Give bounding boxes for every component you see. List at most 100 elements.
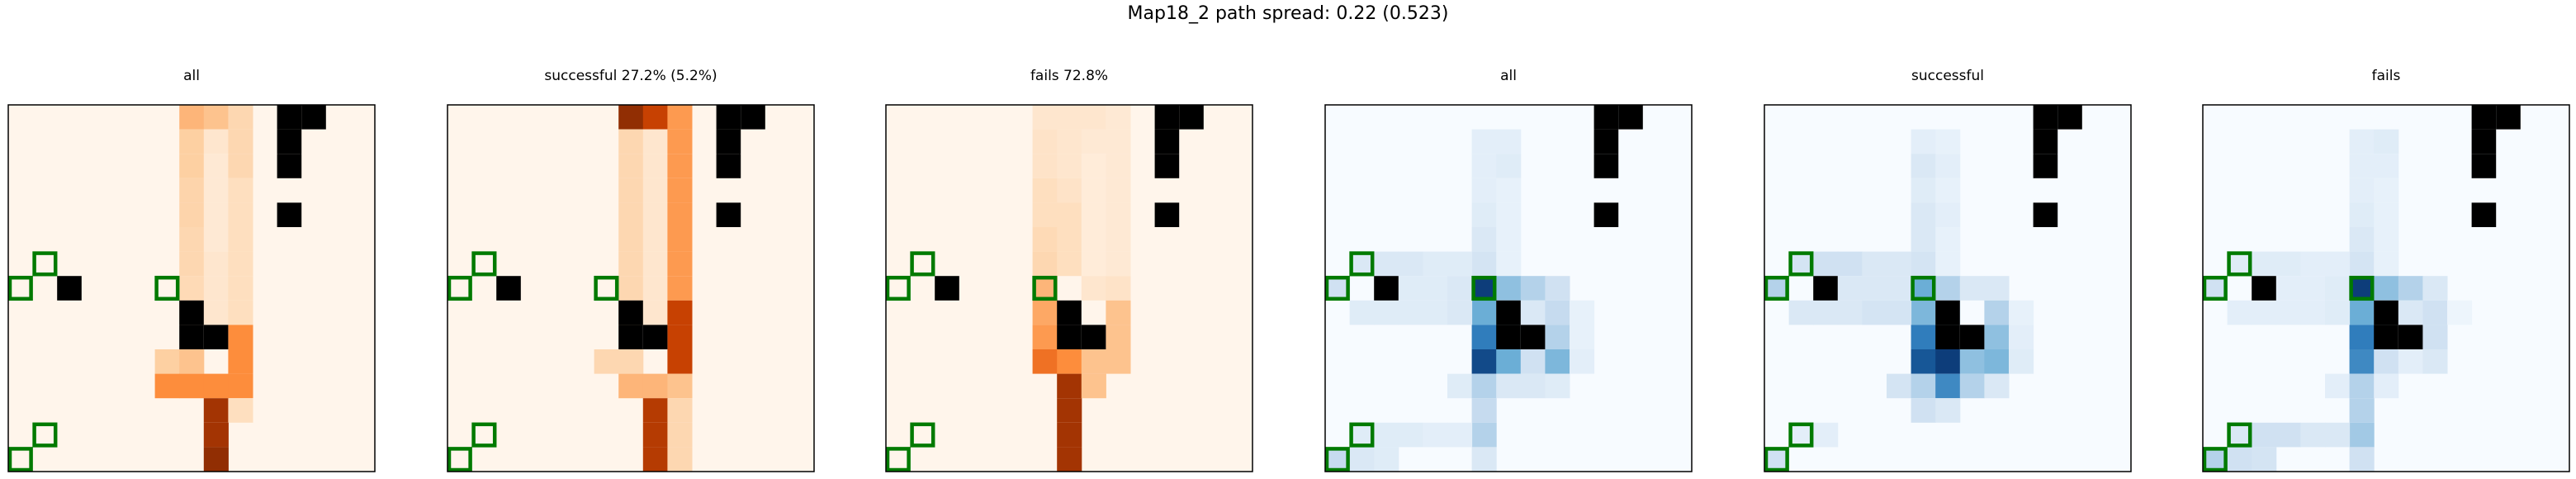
heatmap-cell bbox=[1032, 129, 1058, 154]
heatmap-cell bbox=[1471, 276, 1497, 301]
heatmap-cell bbox=[1032, 325, 1058, 349]
wall-cell bbox=[57, 276, 82, 301]
heatmap-cell bbox=[1496, 202, 1522, 227]
heatmap-cell bbox=[154, 349, 180, 374]
heatmap-cell bbox=[1423, 251, 1448, 277]
heatmap-cell bbox=[1862, 300, 1887, 325]
panel-frame bbox=[1324, 104, 1693, 472]
heatmap-cell bbox=[1935, 178, 1961, 203]
heatmap-cell bbox=[1887, 276, 1912, 301]
heatmap-cell bbox=[1911, 349, 1936, 374]
heatmap-cell bbox=[1764, 276, 1790, 301]
heatmap-cell bbox=[1520, 300, 1546, 325]
figure-title: Map18_2 path spread: 0.22 (0.523) bbox=[1127, 3, 1449, 24]
wall-cell bbox=[1618, 105, 1643, 130]
heatmap-cell bbox=[179, 251, 205, 277]
heatmap-cell bbox=[1935, 373, 1961, 399]
heatmap-cell bbox=[2349, 349, 2375, 374]
panel-title: all bbox=[183, 68, 200, 84]
heatmap-cell bbox=[2349, 447, 2375, 472]
target-marker bbox=[1032, 275, 1058, 301]
heatmap-cell bbox=[1471, 154, 1497, 178]
heatmap-cell bbox=[1423, 422, 1448, 448]
heatmap-cell bbox=[1570, 325, 1595, 349]
wall-cell bbox=[2471, 154, 2497, 178]
wall-cell bbox=[1154, 202, 1180, 227]
heatmap-cell bbox=[203, 251, 229, 277]
wall-cell bbox=[2471, 129, 2497, 154]
wall-cell bbox=[277, 154, 302, 178]
heatmap-cell bbox=[228, 300, 253, 325]
heatmap-cell bbox=[1349, 422, 1375, 448]
heatmap-cell bbox=[1911, 276, 1936, 301]
wall-cell bbox=[2057, 105, 2082, 130]
wall-cell bbox=[642, 325, 668, 349]
heatmap-cell bbox=[1447, 373, 1473, 399]
wall-cell bbox=[1374, 276, 1399, 301]
panel-frame bbox=[1764, 104, 2132, 472]
heatmap-panel-4 bbox=[1324, 104, 1693, 472]
heatmap-cell bbox=[203, 300, 229, 325]
heatmap-cell bbox=[1471, 300, 1497, 325]
heatmap-cell bbox=[642, 227, 668, 252]
wall-cell bbox=[2033, 154, 2058, 178]
heatmap-cell bbox=[2374, 349, 2399, 374]
heatmap-cell bbox=[1471, 422, 1497, 448]
target-marker bbox=[885, 447, 911, 472]
heatmap-cell bbox=[2349, 227, 2375, 252]
heatmap-cell bbox=[1081, 178, 1106, 203]
heatmap-cell bbox=[1057, 447, 1082, 472]
heatmap-cell bbox=[2325, 251, 2351, 277]
heatmap-cell bbox=[2252, 251, 2277, 277]
heatmap-cell bbox=[1545, 325, 1570, 349]
wall-cell bbox=[1935, 300, 1960, 325]
heatmap-cell bbox=[2227, 447, 2252, 472]
heatmap-cell bbox=[667, 251, 693, 277]
heatmap-cell bbox=[1471, 251, 1497, 277]
heatmap-cell bbox=[1935, 251, 1961, 277]
heatmap-cell bbox=[1081, 251, 1106, 277]
heatmap-cell bbox=[1081, 276, 1106, 301]
heatmap-cell bbox=[179, 227, 205, 252]
heatmap-cell bbox=[1057, 154, 1082, 178]
heatmap-cell bbox=[1837, 251, 1863, 277]
heatmap-cell bbox=[1984, 373, 2010, 399]
heatmap-cell bbox=[1496, 227, 1522, 252]
heatmap-cell bbox=[1032, 154, 1058, 178]
heatmap-cell bbox=[2447, 300, 2473, 325]
heatmap-cell bbox=[1081, 202, 1106, 227]
target-marker bbox=[154, 275, 180, 301]
heatmap-cell bbox=[667, 398, 693, 423]
heatmap-cell bbox=[1911, 154, 1936, 178]
heatmap-cell bbox=[1984, 325, 2010, 349]
heatmap-cell bbox=[667, 349, 693, 374]
heatmap-cell bbox=[618, 251, 644, 277]
heatmap-cell bbox=[2252, 300, 2277, 325]
heatmap-cell bbox=[1057, 202, 1082, 227]
wall-cell bbox=[1496, 300, 1521, 325]
heatmap-cell bbox=[1398, 300, 1423, 325]
heatmap-cell bbox=[1959, 373, 1985, 399]
heatmap-cell bbox=[2275, 251, 2301, 277]
heatmap-cell bbox=[618, 105, 644, 130]
heatmap-cell bbox=[1081, 227, 1106, 252]
wall-cell bbox=[277, 105, 302, 130]
heatmap-cell bbox=[1057, 349, 1082, 374]
heatmap-cell bbox=[228, 325, 253, 349]
heatmap-cell bbox=[1447, 276, 1473, 301]
wall-cell bbox=[1593, 154, 1619, 178]
wall-cell bbox=[2471, 202, 2497, 227]
heatmap-cell bbox=[2374, 276, 2399, 301]
heatmap-cell bbox=[1081, 154, 1106, 178]
heatmap-cell bbox=[228, 349, 253, 374]
heatmap-cell bbox=[618, 202, 644, 227]
heatmap-cell bbox=[1081, 129, 1106, 154]
heatmap-cell bbox=[2203, 276, 2228, 301]
heatmap-cell bbox=[1935, 276, 1961, 301]
heatmap-cell bbox=[1032, 178, 1058, 203]
panel-frame bbox=[885, 104, 1253, 472]
heatmap-cell bbox=[1545, 300, 1570, 325]
heatmap-cell bbox=[2252, 447, 2277, 472]
heatmap-cell bbox=[642, 276, 668, 301]
heatmap-cell bbox=[1911, 398, 1936, 423]
